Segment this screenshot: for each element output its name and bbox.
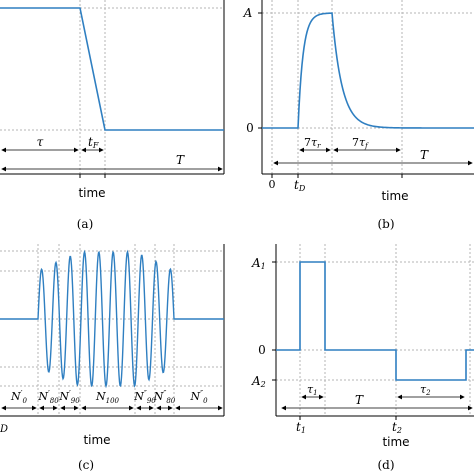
x-tick-label-t1: t1 (296, 420, 306, 435)
panel-c: N′0 N′80 N′90 N100 N″90N″80 N″0 D time (c) (0, 244, 225, 472)
segment-label: N′90 (58, 389, 80, 405)
T-label: T (420, 148, 429, 162)
tf-label: tF (88, 135, 99, 150)
x-axis-label: time (382, 435, 409, 449)
x-tick-label-t2: t2 (392, 420, 402, 435)
partial-tick-label: D (0, 424, 8, 435)
tau-label: τ (37, 135, 44, 149)
signal-trace (0, 7, 224, 131)
fall-label: 7τf (352, 136, 369, 150)
x-tick-label-zero: 0 (269, 178, 276, 191)
segment-label: N″80 (153, 389, 176, 405)
segment-label: N″90 (133, 389, 156, 405)
y-tick-label-zero: 0 (246, 121, 254, 135)
T-label: T (355, 393, 364, 407)
segment-label: N100 (95, 390, 120, 405)
y-tick-label-A1: A1 (251, 256, 266, 271)
panel-caption: (b) (377, 217, 394, 231)
panel-d: A1 0 A2 t1 t2 τ1 τ2 T time (d) (251, 244, 474, 472)
T-label: T (176, 153, 185, 167)
segment-label: N″0 (189, 389, 208, 405)
panel-caption: (d) (377, 458, 394, 472)
panel-b: A 0 0 tD 7τr 7τf T time (b) (243, 0, 474, 231)
segment-label: N′0 (10, 389, 27, 405)
rise-label: 7τr (304, 136, 321, 150)
tau2-label: τ2 (420, 383, 431, 397)
panel-a: τ tF T time (a) (0, 0, 225, 231)
x-axis-label: time (83, 433, 110, 447)
y-tick-label-zero: 0 (258, 343, 266, 357)
x-axis-label: time (78, 186, 105, 200)
segment-label: N′80 (37, 389, 59, 405)
x-tick-label-tD: tD (294, 178, 306, 193)
signal-trace (276, 261, 474, 381)
tau1-label: τ1 (307, 383, 318, 397)
x-axis-label: time (381, 189, 408, 203)
signal-trace (262, 12, 474, 129)
panel-caption: (c) (78, 458, 94, 472)
y-tick-label-A2: A2 (251, 374, 266, 389)
panel-caption: (a) (77, 217, 94, 231)
signal-trace (0, 249, 224, 389)
y-tick-label-A: A (243, 6, 253, 20)
